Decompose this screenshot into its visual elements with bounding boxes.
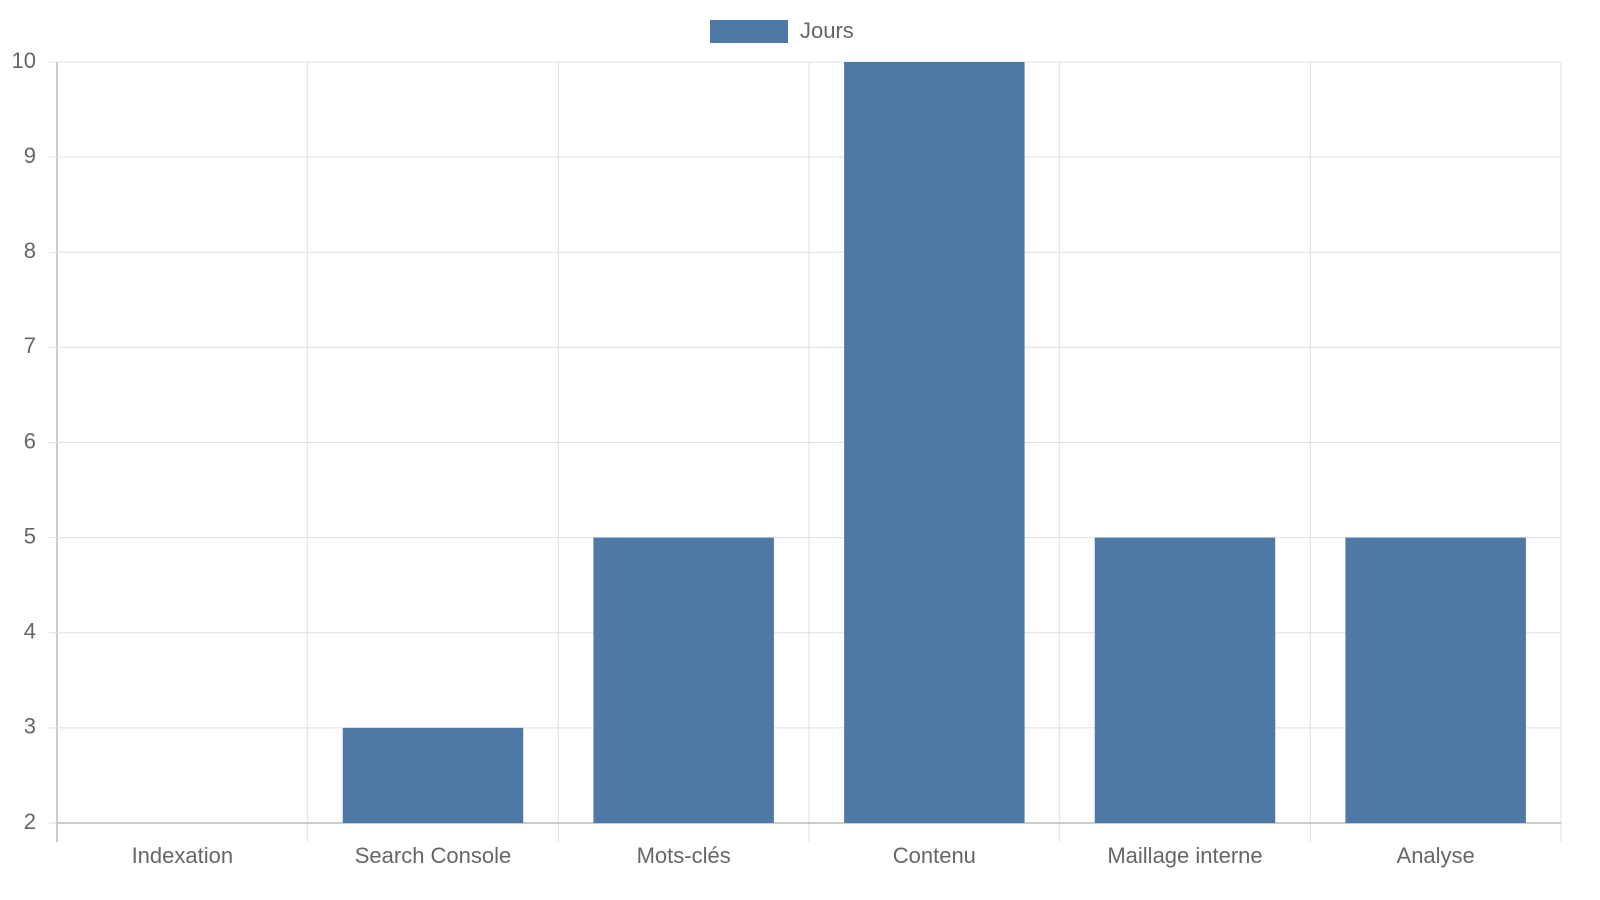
x-tick-label: Maillage interne [1107,843,1262,868]
x-tick-label: Analyse [1397,843,1475,868]
y-tick-label: 5 [24,523,36,548]
y-tick-label: 9 [24,143,36,168]
y-tick-label: 4 [24,619,36,644]
bar [593,537,774,823]
bar [844,62,1025,823]
x-tick-label: Mots-clés [637,843,731,868]
y-tick-label: 3 [24,714,36,739]
y-tick-label: 8 [24,238,36,263]
bar [342,727,524,823]
y-tick-label: 10 [12,48,36,73]
x-tick-label: Contenu [893,843,976,868]
x-tick-label: Search Console [355,843,512,868]
bar [1345,537,1526,823]
legend-swatch [710,20,788,43]
y-tick-label: 6 [24,428,36,453]
x-tick-label: Indexation [132,843,234,868]
bar [1094,537,1276,823]
y-tick-label: 2 [24,809,36,834]
y-tick-label: 7 [24,333,36,358]
legend-label: Jours [800,18,854,43]
